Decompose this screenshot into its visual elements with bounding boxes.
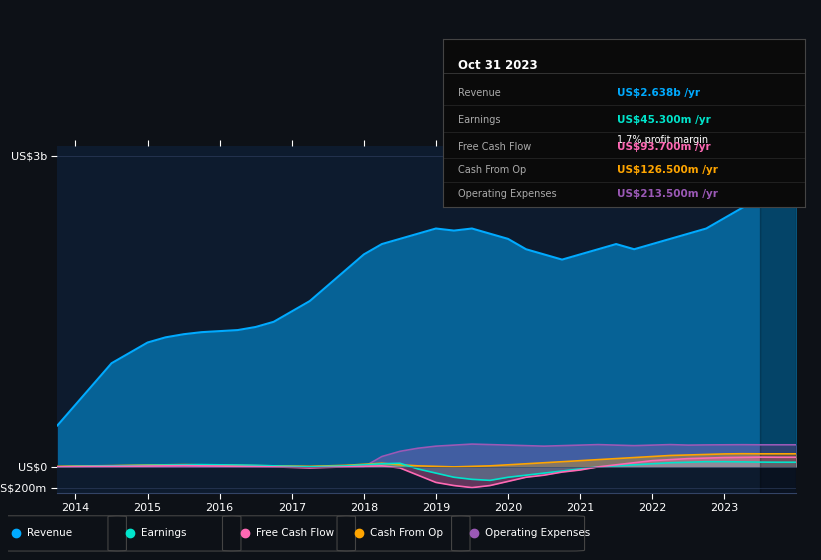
Text: US$93.700m /yr: US$93.700m /yr <box>617 142 710 152</box>
Text: Earnings: Earnings <box>141 529 186 538</box>
Text: Revenue: Revenue <box>26 529 71 538</box>
Text: 1.7% profit margin: 1.7% profit margin <box>617 135 708 145</box>
Text: Operating Expenses: Operating Expenses <box>484 529 590 538</box>
Text: Operating Expenses: Operating Expenses <box>458 189 557 199</box>
Text: Free Cash Flow: Free Cash Flow <box>458 142 531 152</box>
Text: US$126.500m /yr: US$126.500m /yr <box>617 165 718 175</box>
Text: Cash From Op: Cash From Op <box>370 529 443 538</box>
Text: US$213.500m /yr: US$213.500m /yr <box>617 189 718 199</box>
Text: US$2.638b /yr: US$2.638b /yr <box>617 88 699 98</box>
Text: Revenue: Revenue <box>458 88 501 98</box>
Bar <box>760 146 796 493</box>
Text: Oct 31 2023: Oct 31 2023 <box>458 59 538 72</box>
Text: Free Cash Flow: Free Cash Flow <box>256 529 334 538</box>
Text: US$45.300m /yr: US$45.300m /yr <box>617 115 710 125</box>
Text: Cash From Op: Cash From Op <box>458 165 526 175</box>
Text: Earnings: Earnings <box>458 115 500 125</box>
